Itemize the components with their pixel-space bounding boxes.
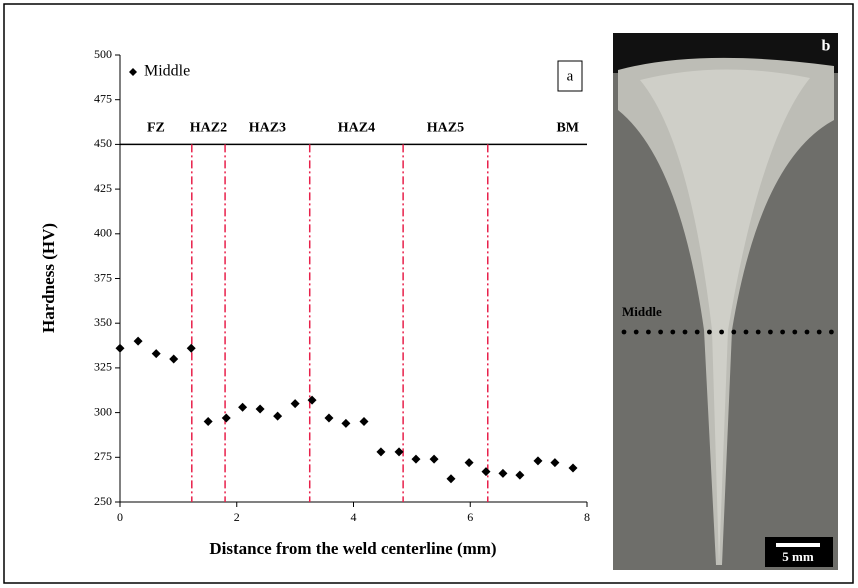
y-axis-title: Hardness (HV) [39, 223, 58, 333]
data-point [238, 402, 248, 412]
zone-label: HAZ4 [338, 121, 375, 136]
micrograph: b Middle 5 mm [613, 33, 838, 570]
scale-bar-box [765, 537, 833, 567]
legend-label: Middle [144, 63, 190, 80]
indent [829, 329, 834, 335]
data-point [481, 467, 491, 477]
panel-label: a [567, 68, 574, 84]
data-point [411, 454, 421, 464]
indent [682, 329, 688, 335]
indent [707, 329, 712, 335]
data-point [341, 418, 351, 428]
data-point [290, 399, 300, 409]
indent [731, 329, 737, 335]
indent [743, 329, 749, 335]
indent [755, 329, 761, 335]
panel-label: b [822, 38, 831, 55]
data-point [515, 470, 525, 480]
indent [646, 329, 651, 335]
data-point [376, 447, 386, 457]
x-tick-label: 0 [117, 510, 123, 524]
row-label: Middle [622, 304, 662, 319]
data-point [307, 395, 317, 405]
indent [621, 329, 627, 335]
data-point [446, 474, 456, 484]
data-point [151, 349, 161, 359]
y-tick-label: 400 [94, 226, 112, 240]
y-tick-label: 425 [94, 181, 112, 195]
data-point [359, 417, 369, 427]
y-tick-label: 475 [94, 91, 112, 105]
indent [694, 329, 700, 335]
data-point [550, 458, 560, 468]
zone-label: HAZ5 [427, 121, 464, 136]
fusion-zone-core [640, 69, 810, 565]
scale-bar-label: 5 mm [782, 549, 814, 564]
indent [719, 329, 724, 335]
y-tick-label: 350 [94, 315, 112, 329]
data-point [221, 413, 231, 423]
data-point [394, 447, 404, 457]
indent [804, 329, 810, 335]
y-tick-label: 450 [94, 136, 112, 150]
zone-label: FZ [147, 121, 165, 136]
x-tick-label: 4 [351, 510, 357, 524]
scale-bar [776, 543, 820, 547]
zone-label: HAZ2 [190, 121, 227, 136]
panel-label-box [557, 60, 583, 92]
data-point [533, 456, 543, 466]
data-point [324, 413, 334, 423]
data-point [133, 336, 143, 346]
data-point [464, 458, 474, 468]
x-axis-title: Distance from the weld centerline (mm) [209, 539, 496, 558]
y-tick-label: 275 [94, 449, 112, 463]
indent [658, 329, 663, 335]
data-point [498, 468, 508, 478]
data-point [169, 354, 179, 364]
zone-label: HAZ3 [249, 121, 286, 136]
legend-marker [129, 68, 137, 76]
indent [768, 329, 773, 335]
indent [780, 329, 785, 335]
x-tick-label: 2 [234, 510, 240, 524]
y-tick-label: 250 [94, 494, 112, 508]
data-point [568, 463, 578, 473]
x-tick-label: 8 [584, 510, 590, 524]
y-tick-label: 300 [94, 404, 112, 418]
x-tick-label: 6 [467, 510, 473, 524]
indent [633, 329, 639, 335]
data-point [273, 411, 283, 421]
frame [3, 3, 854, 584]
data-point [429, 454, 439, 464]
data-point [203, 417, 213, 427]
indent [816, 329, 822, 335]
zone-label: BM [556, 121, 579, 136]
data-point [255, 404, 265, 414]
data-point [115, 343, 125, 353]
data-point [186, 343, 196, 353]
y-tick-label: 325 [94, 360, 112, 374]
y-tick-label: 375 [94, 270, 112, 284]
y-tick-label: 500 [94, 47, 112, 61]
indent-row [621, 329, 834, 335]
indent [670, 329, 676, 335]
indent [792, 329, 798, 335]
